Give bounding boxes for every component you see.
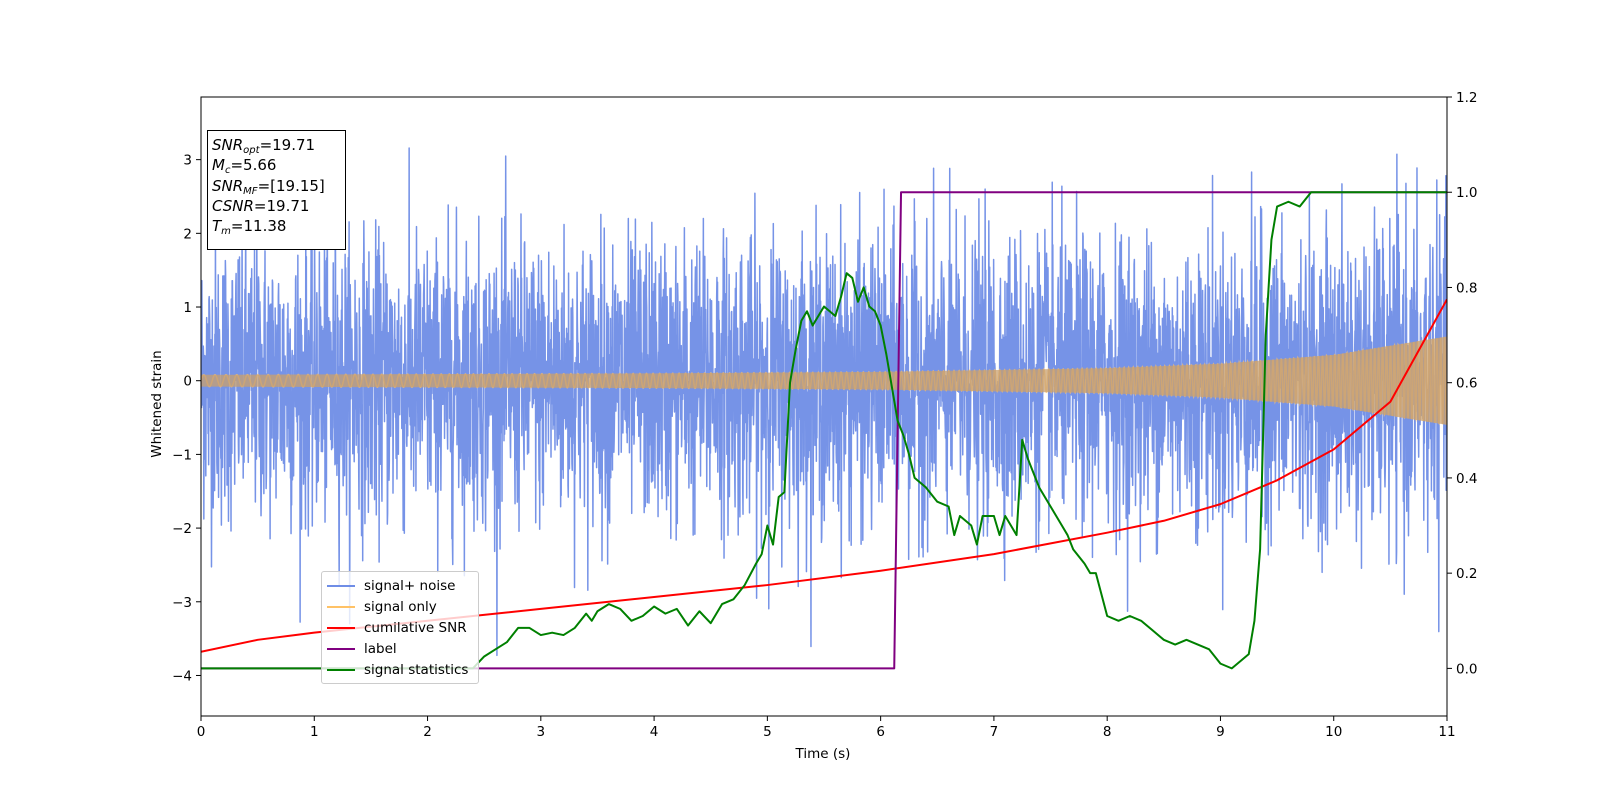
tm-annotation: Tm=11.38 — [212, 217, 287, 238]
x-tick-label-8: 8 — [1103, 724, 1112, 740]
y-right-tick-label-5: 1.0 — [1456, 185, 1477, 201]
snr-mf-value: =[19.15] — [257, 176, 325, 195]
legend-swatch-signal-statistics — [327, 668, 355, 671]
y-right-tick-label-6: 1.2 — [1456, 90, 1477, 106]
x-tick-label-11: 11 — [1438, 724, 1455, 740]
legend-swatch-cumulative-snr — [327, 626, 355, 629]
x-tick-label-9: 9 — [1216, 724, 1225, 740]
x-tick-label-10: 10 — [1325, 724, 1342, 740]
series-label-line — [201, 191, 1447, 670]
y-axis-label: Whitened strain — [149, 350, 165, 457]
y-left-tick-label-3: −1 — [172, 447, 192, 463]
snr-mf-annotation: SNRMF=[19.15] — [212, 176, 325, 197]
y-right-tick-label-0: 0.0 — [1456, 661, 1477, 677]
legend-item-signal-statistics: signal statistics — [327, 659, 478, 680]
series-signal-statistics-line — [201, 191, 1447, 670]
y-left-tick-label-5: 1 — [183, 300, 192, 316]
legend-label-signal-statistics: signal statistics — [364, 661, 469, 678]
legend-item-signal-noise: signal+ noise — [327, 575, 478, 596]
x-axis-label: Time (s) — [795, 746, 851, 762]
y-left-tick-label-0: −4 — [172, 668, 192, 684]
annotation-box: SNRopt=19.71 Mc=5.66 SNRMF=[19.15] CSNR=… — [207, 130, 346, 250]
y-left-tick-label-1: −3 — [172, 595, 192, 611]
tm-value: =11.38 — [230, 217, 287, 236]
x-tick-label-3: 3 — [537, 724, 546, 740]
x-tick-label-0: 0 — [197, 724, 206, 740]
legend-swatch-signal-only — [327, 605, 355, 608]
mc-value: =5.66 — [230, 156, 277, 175]
csnr-annotation: CSNR=19.71 — [212, 196, 310, 215]
mc-annotation: Mc=5.66 — [212, 156, 277, 177]
series-signal-only-envelope — [201, 336, 1447, 425]
legend-swatch-label — [327, 647, 355, 650]
x-tick-label-6: 6 — [876, 724, 885, 740]
y-right-tick-label-1: 0.2 — [1456, 566, 1477, 582]
y-right-tick-label-3: 0.6 — [1456, 376, 1477, 392]
snr-opt-annotation: SNRopt=19.71 — [212, 136, 316, 156]
y-right-tick-label-2: 0.4 — [1456, 471, 1477, 487]
legend-label-signal-noise: signal+ noise — [364, 577, 456, 594]
legend-item-cumulative-snr: cumilative SNR — [327, 617, 478, 638]
x-tick-label-7: 7 — [990, 724, 999, 740]
legend-label-label: label — [364, 640, 397, 657]
y-left-tick-label-7: 3 — [183, 153, 192, 169]
snr-opt-value: =19.71 — [259, 136, 316, 154]
x-tick-label-4: 4 — [650, 724, 659, 740]
plot-frame — [200, 96, 1448, 717]
legend-swatch-signal-noise — [327, 584, 355, 587]
axes: 0 1 2 3 4 5 6 7 8 9 10 11 −4 −3 −2 −1 0 1 2 3 0.0 0.2 0.4 0.6 0.… — [172, 90, 1477, 740]
legend-label-signal-only: signal only — [364, 598, 437, 615]
csnr-value: =19.71 — [253, 196, 310, 215]
y-left-tick-label-2: −2 — [172, 521, 192, 537]
y-left-tick-label-6: 2 — [183, 226, 192, 242]
legend: signal+ noise signal only cumilative SNR… — [321, 571, 479, 684]
x-tick-label-5: 5 — [763, 724, 772, 740]
y-left-tick-label-4: 0 — [183, 374, 192, 390]
legend-item-signal-only: signal only — [327, 596, 478, 617]
x-tick-label-1: 1 — [310, 724, 319, 740]
legend-item-label: label — [327, 638, 478, 659]
y-right-tick-label-4: 0.8 — [1456, 280, 1477, 296]
legend-label-cumulative-snr: cumilative SNR — [364, 619, 467, 636]
x-tick-label-2: 2 — [423, 724, 432, 740]
